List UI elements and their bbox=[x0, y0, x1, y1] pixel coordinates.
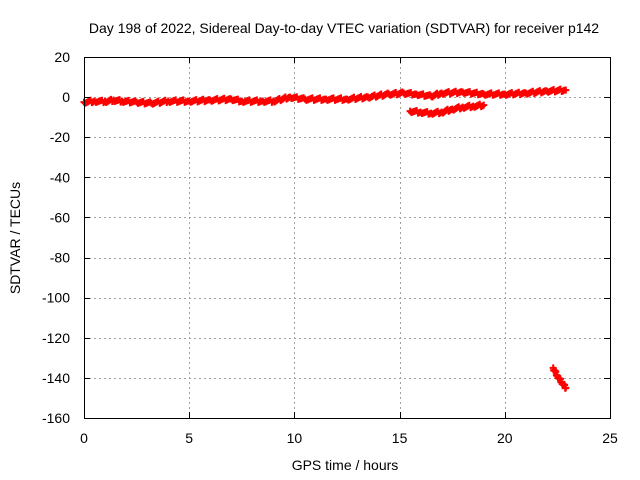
x-tick-label: 25 bbox=[602, 430, 618, 446]
x-tick-labels: 0 5 10 15 20 25 bbox=[80, 430, 618, 446]
axis-ticks bbox=[84, 57, 611, 419]
y-tick-label: -100 bbox=[42, 290, 70, 306]
drop-segment-point bbox=[562, 384, 570, 392]
x-tick-label: 5 bbox=[185, 430, 193, 446]
data-points bbox=[80, 85, 570, 392]
lower-arc-point bbox=[480, 101, 488, 109]
chart-title: Day 198 of 2022, Sidereal Day-to-day VTE… bbox=[89, 20, 599, 36]
x-axis-label: GPS time / hours bbox=[292, 457, 399, 473]
y-tick-label: -20 bbox=[50, 129, 70, 145]
y-tick-label: -40 bbox=[50, 169, 70, 185]
main-track-point bbox=[562, 86, 570, 94]
x-tick-label: 20 bbox=[497, 430, 513, 446]
grid-lines bbox=[84, 57, 610, 418]
y-tick-label: -80 bbox=[50, 250, 70, 266]
x-tick-label: 15 bbox=[392, 430, 408, 446]
y-tick-labels: 20 0 -20 -40 -60 -80 -100 -120 -140 -160 bbox=[42, 49, 70, 426]
x-tick-label: 0 bbox=[80, 430, 88, 446]
y-tick-label: -120 bbox=[42, 330, 70, 346]
y-tick-label: -160 bbox=[42, 410, 70, 426]
x-tick-label: 10 bbox=[287, 430, 303, 446]
y-tick-label: -60 bbox=[50, 209, 70, 225]
plot-frame bbox=[84, 57, 611, 419]
y-tick-label: 0 bbox=[62, 89, 70, 105]
y-tick-label: -140 bbox=[42, 370, 70, 386]
y-axis-label: SDTVAR / TECUs bbox=[7, 182, 23, 294]
y-tick-label: 20 bbox=[54, 49, 70, 65]
